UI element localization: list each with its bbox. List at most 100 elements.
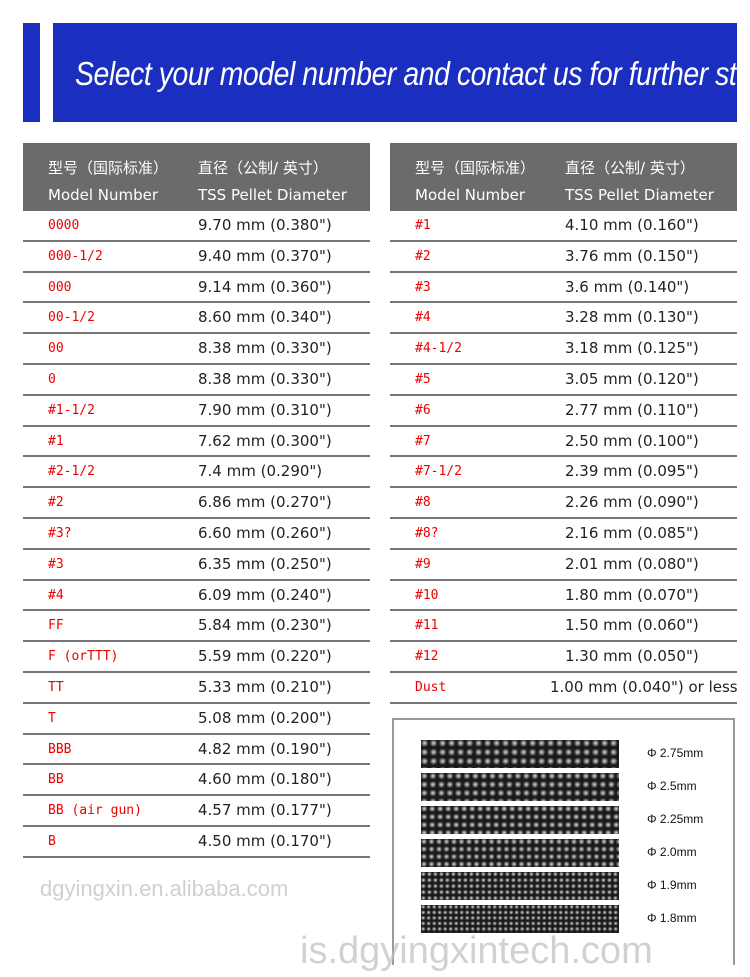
model-number: #5 [415, 371, 431, 387]
pellet-diameter: 7.62 mm (0.300") [198, 431, 332, 450]
pellet-diameter: 1.50 mm (0.060") [565, 616, 699, 635]
model-number: 000-1/2 [48, 248, 103, 264]
model-number: #12 [415, 649, 439, 665]
pellet-diameter: 3.18 mm (0.125") [565, 339, 699, 358]
table-row: T 5.08 mm (0.200") [23, 704, 370, 735]
table-row: #8? 2.16 mm (0.085") [390, 519, 737, 550]
table-row: #1 4.10 mm (0.160") [390, 211, 737, 242]
table-row: #3 3.6 mm (0.140") [390, 273, 737, 304]
pellet-diameter: 3.28 mm (0.130") [565, 308, 699, 327]
table-row: #8 2.26 mm (0.090") [390, 488, 737, 519]
table-row: #10 1.80 mm (0.070") [390, 581, 737, 612]
pellet-diameter: 4.82 mm (0.190") [198, 739, 332, 758]
pellet-diameter: 7.4 mm (0.290") [198, 462, 323, 481]
table-row: #9 2.01 mm (0.080") [390, 550, 737, 581]
banner: Select your model number and contact us … [53, 23, 750, 122]
table-row: B 4.50 mm (0.170") [23, 827, 370, 858]
pellet-diameter: 2.77 mm (0.110") [565, 400, 699, 419]
model-number: #2-1/2 [48, 464, 95, 480]
pellet-diameter: 6.35 mm (0.250") [198, 554, 332, 573]
model-number: #2 [48, 495, 64, 511]
table-header: 型号（国际标准） 直径（公制/ 英寸） Model Number TSS Pel… [390, 143, 737, 211]
pellet-diameter: 4.60 mm (0.180") [198, 770, 332, 789]
pellet-diameter: 8.38 mm (0.330") [198, 369, 332, 388]
pellet-diameter: 4.57 mm (0.177") [198, 801, 332, 820]
header-diameter-en: TSS Pellet Diameter [565, 186, 714, 204]
pellet-diameter: 6.09 mm (0.240") [198, 585, 332, 604]
pellet-photo: Φ 2.75mm Φ 2.5mm Φ 2.25mm Φ 2.0mm Φ 1.9mm Φ 1… [392, 718, 735, 965]
banner-accent [23, 23, 40, 122]
table-row: Dust 1.00 mm (0.040") or less [390, 673, 738, 704]
table-row: BBB 4.82 mm (0.190") [23, 735, 370, 766]
pellet-sample-strip: Φ 2.5mm [421, 773, 697, 801]
pellet-sample-strip: Φ 1.8mm [421, 905, 697, 933]
pellet-diameter: 2.01 mm (0.080") [565, 554, 699, 573]
model-number: #4 [48, 587, 64, 603]
table-row: #3? 6.60 mm (0.260") [23, 519, 370, 550]
table-row: BB 4.60 mm (0.180") [23, 765, 370, 797]
pellet-size-label: Φ 1.9mm [647, 878, 697, 892]
model-number: #9 [415, 556, 431, 572]
pellet-sample-strip: Φ 1.9mm [421, 872, 697, 900]
pellet-diameter: 1.00 mm (0.040") or less [550, 677, 738, 696]
pellet-diameter: 9.40 mm (0.370") [198, 246, 332, 265]
model-number: #2 [415, 248, 431, 264]
header-model-cn: 型号（国际标准） [415, 159, 536, 177]
table-row: #3 6.35 mm (0.250") [23, 550, 370, 581]
watermark: dgyingxin.en.alibaba.com [40, 876, 289, 901]
pellet-diameter: 3.76 mm (0.150") [565, 246, 699, 265]
model-number: 0 [48, 371, 56, 387]
model-number: T [48, 710, 56, 726]
watermark: is.dgyingxintech.com [300, 930, 653, 972]
table-row: #7 2.50 mm (0.100") [390, 427, 737, 458]
left-size-table: 型号（国际标准） 直径（公制/ 英寸） Model Number TSS Pel… [23, 143, 370, 858]
header-diameter-cn: 直径（公制/ 英寸） [565, 159, 695, 177]
model-number: #1 [415, 218, 431, 233]
model-number: #3 [48, 556, 64, 572]
model-number: #7-1/2 [415, 464, 462, 480]
table-row: #11 1.50 mm (0.060") [390, 611, 737, 643]
header-diameter-cn: 直径（公制/ 英寸） [198, 159, 328, 177]
table-row: #4 3.28 mm (0.130") [390, 303, 737, 335]
model-number: TT [48, 679, 64, 695]
table-row: #1 7.62 mm (0.300") [23, 427, 370, 458]
model-number: BB [48, 772, 64, 788]
model-number: BBB [48, 741, 72, 757]
pellet-diameter: 9.14 mm (0.360") [198, 277, 332, 296]
table-row: #4-1/2 3.18 mm (0.125") [390, 334, 737, 365]
table-row: BB (air gun) 4.57 mm (0.177") [23, 796, 370, 827]
model-number: BB (air gun) [48, 803, 142, 819]
table-row: #12 1.30 mm (0.050") [390, 642, 737, 673]
pellet-diameter: 5.33 mm (0.210") [198, 677, 332, 696]
pellet-diameter: 1.80 mm (0.070") [565, 585, 699, 604]
model-number: #3? [48, 525, 72, 541]
pellet-diameter: 2.50 mm (0.100") [565, 431, 699, 450]
pellet-size-label: Φ 2.0mm [647, 845, 697, 859]
pellet-diameter: 2.39 mm (0.095") [565, 462, 699, 481]
pellet-size-label: Φ 1.8mm [647, 911, 697, 925]
header-model-en: Model Number [415, 186, 526, 204]
pellet-sample-strip: Φ 2.25mm [421, 806, 703, 834]
pellet-diameter: 3.05 mm (0.120") [565, 369, 699, 388]
pellet-sample-strip: Φ 2.0mm [421, 839, 697, 867]
table-row: #4 6.09 mm (0.240") [23, 581, 370, 612]
model-number: #3 [415, 279, 431, 295]
pellet-size-label: Φ 2.25mm [647, 812, 704, 826]
pellet-diameter: 5.84 mm (0.230") [198, 616, 332, 635]
pellet-diameter: 6.60 mm (0.260") [198, 523, 332, 542]
model-number: B [48, 833, 56, 849]
pellet-diameter: 5.59 mm (0.220") [198, 647, 332, 666]
table-row: F (orTTT) 5.59 mm (0.220") [23, 642, 370, 673]
table-row: #2-1/2 7.4 mm (0.290") [23, 457, 370, 489]
table-row: #6 2.77 mm (0.110") [390, 396, 737, 427]
table-row: 0000 9.70 mm (0.380") [23, 211, 370, 242]
table-header: 型号（国际标准） 直径（公制/ 英寸） Model Number TSS Pel… [23, 143, 370, 211]
pellet-diameter: 7.90 mm (0.310") [198, 400, 332, 419]
header-model-en: Model Number [48, 186, 159, 204]
model-number: Dust [415, 679, 447, 695]
model-number: #8 [415, 495, 431, 511]
pellet-diameter: 8.60 mm (0.340") [198, 308, 332, 327]
model-number: F (orTTT) [48, 649, 119, 665]
model-number: #10 [415, 587, 439, 603]
table-row: #2 3.76 mm (0.150") [390, 242, 737, 273]
